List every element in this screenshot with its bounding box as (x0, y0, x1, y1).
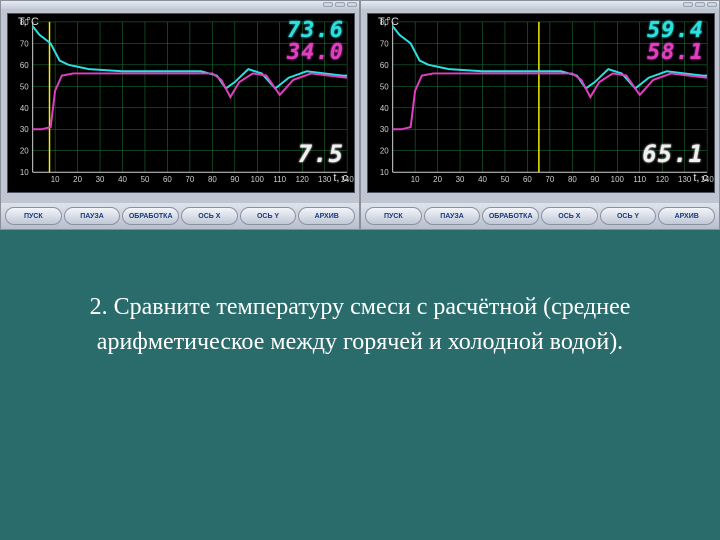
svg-text:60: 60 (20, 61, 29, 70)
window-max-icon[interactable] (335, 2, 345, 7)
svg-text:70: 70 (546, 175, 555, 184)
archive-button[interactable]: АРХИВ (298, 207, 355, 225)
svg-text:30: 30 (96, 175, 105, 184)
caption-text: 2. Сравните температуру смеси с расчётно… (0, 230, 720, 360)
svg-text:100: 100 (611, 175, 625, 184)
process-button[interactable]: ОБРАБОТКА (122, 207, 179, 225)
window-min-icon[interactable] (683, 2, 693, 7)
y-axis-label: T,°C (18, 16, 39, 28)
svg-text:20: 20 (433, 175, 442, 184)
toolbar: ПУСК ПАУЗА ОБРАБОТКА ОСЬ X ОСЬ Y АРХИВ (1, 203, 359, 229)
svg-text:70: 70 (380, 39, 389, 48)
svg-text:60: 60 (523, 175, 532, 184)
readout-cold: 34.0 (287, 40, 344, 65)
chart-panel-left: 1020304050607080102030405060708090100110… (0, 0, 360, 230)
window-close-icon[interactable] (347, 2, 357, 7)
window-max-icon[interactable] (695, 2, 705, 7)
axis-y-button[interactable]: ОСЬ Y (600, 207, 657, 225)
window-titlebar (1, 1, 359, 9)
plot-area: 1020304050607080102030405060708090100110… (367, 13, 715, 193)
svg-text:40: 40 (20, 104, 29, 113)
svg-text:110: 110 (273, 175, 286, 184)
archive-button[interactable]: АРХИВ (658, 207, 715, 225)
svg-text:80: 80 (568, 175, 577, 184)
start-button[interactable]: ПУСК (5, 207, 62, 225)
plot-area: 1020304050607080102030405060708090100110… (7, 13, 355, 193)
window-titlebar (361, 1, 719, 9)
svg-text:30: 30 (380, 125, 389, 134)
svg-text:10: 10 (411, 175, 420, 184)
svg-text:10: 10 (51, 175, 60, 184)
toolbar: ПУСК ПАУЗА ОБРАБОТКА ОСЬ X ОСЬ Y АРХИВ (361, 203, 719, 229)
svg-text:30: 30 (20, 125, 29, 134)
chart-panel-right: 1020304050607080102030405060708090100110… (360, 0, 720, 230)
charts-row: 10 20 30 40 50 60 70 80 10 20 30 40 50 60 70 80 90 100 110… (0, 0, 720, 230)
svg-text:50: 50 (20, 82, 29, 91)
readout-time: 7.5 (298, 140, 344, 168)
svg-text:60: 60 (380, 61, 389, 70)
y-axis-label: T,°C (378, 16, 399, 28)
svg-text:50: 50 (380, 82, 389, 91)
svg-text:10: 10 (380, 168, 389, 177)
readout-cold: 58.1 (647, 40, 704, 65)
svg-text:90: 90 (230, 175, 239, 184)
svg-text:70: 70 (20, 39, 29, 48)
axis-x-button[interactable]: ОСЬ X (181, 207, 238, 225)
svg-text:20: 20 (20, 147, 29, 156)
svg-text:20: 20 (380, 147, 389, 156)
svg-text:40: 40 (118, 175, 127, 184)
x-axis-label: t, с (333, 172, 348, 184)
axis-y-button[interactable]: ОСЬ Y (240, 207, 297, 225)
x-axis-label: t, с (693, 172, 708, 184)
svg-text:110: 110 (633, 175, 646, 184)
svg-text:50: 50 (501, 175, 510, 184)
svg-text:120: 120 (296, 175, 310, 184)
svg-text:20: 20 (73, 175, 82, 184)
svg-text:120: 120 (656, 175, 670, 184)
svg-text:130: 130 (318, 175, 332, 184)
svg-text:100: 100 (251, 175, 265, 184)
svg-text:60: 60 (163, 175, 172, 184)
window-close-icon[interactable] (707, 2, 717, 7)
svg-text:40: 40 (380, 104, 389, 113)
process-button[interactable]: ОБРАБОТКА (482, 207, 539, 225)
axis-x-button[interactable]: ОСЬ X (541, 207, 598, 225)
svg-text:90: 90 (590, 175, 599, 184)
svg-text:30: 30 (456, 175, 465, 184)
svg-text:50: 50 (141, 175, 150, 184)
start-button[interactable]: ПУСК (365, 207, 422, 225)
svg-text:80: 80 (208, 175, 217, 184)
readout-time: 65.1 (642, 140, 704, 168)
svg-text:130: 130 (678, 175, 692, 184)
window-min-icon[interactable] (323, 2, 333, 7)
pause-button[interactable]: ПАУЗА (424, 207, 481, 225)
pause-button[interactable]: ПАУЗА (64, 207, 121, 225)
svg-text:70: 70 (186, 175, 195, 184)
svg-text:10: 10 (20, 168, 29, 177)
svg-text:40: 40 (478, 175, 487, 184)
